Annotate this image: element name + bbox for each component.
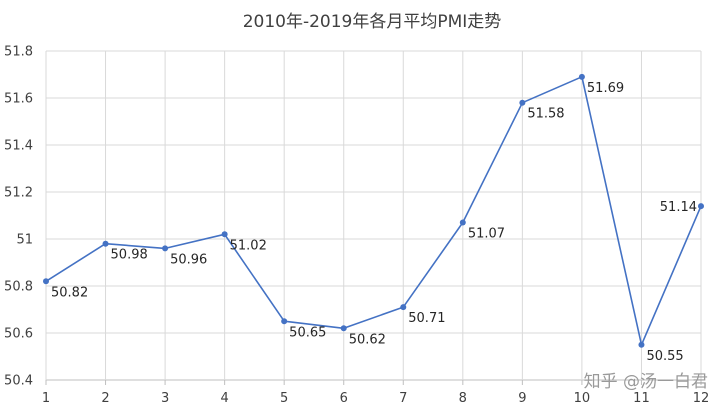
data-label: 50.71 [408, 311, 445, 326]
data-point [102, 240, 109, 247]
x-tick-label: 3 [161, 391, 169, 406]
data-label: 50.65 [289, 325, 326, 340]
x-tick-label: 5 [280, 391, 288, 406]
x-tick-label: 11 [633, 391, 650, 406]
y-tick-label: 51.4 [4, 139, 33, 154]
x-tick-label: 12 [693, 391, 710, 406]
data-point [519, 99, 526, 106]
chart-title: 2010年-2019年各月平均PMI走势 [243, 12, 502, 32]
data-point [43, 278, 49, 285]
data-point [400, 304, 407, 311]
x-tick-label: 4 [220, 391, 228, 406]
data-label: 51.02 [230, 238, 267, 253]
data-point [459, 219, 466, 226]
data-label: 50.96 [170, 252, 207, 267]
data-point [638, 341, 645, 348]
x-tick-label: 2 [101, 391, 109, 406]
data-point [162, 245, 169, 252]
y-tick-label: 50.8 [4, 280, 33, 295]
data-point [698, 203, 704, 210]
data-label: 51.58 [527, 107, 564, 122]
series-layer [43, 73, 704, 348]
watermark: 知乎 @汤一白君 [584, 372, 708, 392]
data-label: 50.98 [111, 248, 148, 263]
x-tick-label: 9 [518, 391, 526, 406]
x-tick-label: 8 [459, 391, 467, 406]
data-point [281, 318, 288, 325]
data-point [578, 73, 585, 80]
data-point [340, 325, 347, 332]
y-tick-label: 51 [16, 233, 33, 248]
series-line [45, 76, 702, 346]
data-label: 50.55 [646, 349, 683, 364]
data-label: 51.14 [660, 200, 697, 215]
x-tick-label: 1 [42, 391, 50, 406]
data-labels: 50.82 50.98 50.96 51.02 50.65 50.62 50.71 51.07… [51, 81, 697, 364]
y-tick-label: 50.6 [4, 327, 33, 342]
y-tick-label: 51.2 [4, 186, 33, 201]
y-tick-label: 50.4 [4, 374, 33, 389]
y-tick-label: 51.6 [4, 92, 33, 107]
data-label: 50.62 [349, 332, 386, 347]
data-label: 50.82 [51, 285, 88, 300]
x-tick-label: 6 [340, 391, 348, 406]
data-label: 51.07 [468, 227, 505, 242]
x-tick-label: 10 [574, 391, 591, 406]
gridlines [45, 50, 702, 381]
data-point [221, 231, 228, 238]
x-tick-label: 7 [399, 391, 407, 406]
y-tick-label: 51.8 [4, 45, 33, 60]
data-label: 51.69 [587, 81, 624, 96]
